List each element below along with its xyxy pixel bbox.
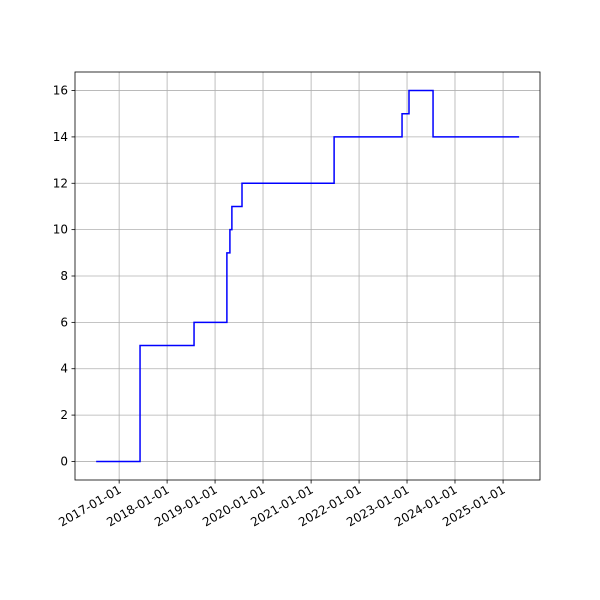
y-tick-label: 4 [60, 362, 68, 376]
y-tick-label: 10 [53, 223, 68, 237]
y-tick-label: 2 [60, 408, 68, 422]
y-tick-label: 0 [60, 454, 68, 468]
axes-frame [74, 71, 541, 481]
data-line [96, 89, 520, 463]
y-tick-label: 6 [60, 315, 68, 329]
y-tick-label: 14 [53, 130, 68, 144]
y-tick-label: 8 [60, 269, 68, 283]
y-tick-label: 16 [53, 84, 68, 98]
y-tick-label: 12 [53, 176, 68, 190]
